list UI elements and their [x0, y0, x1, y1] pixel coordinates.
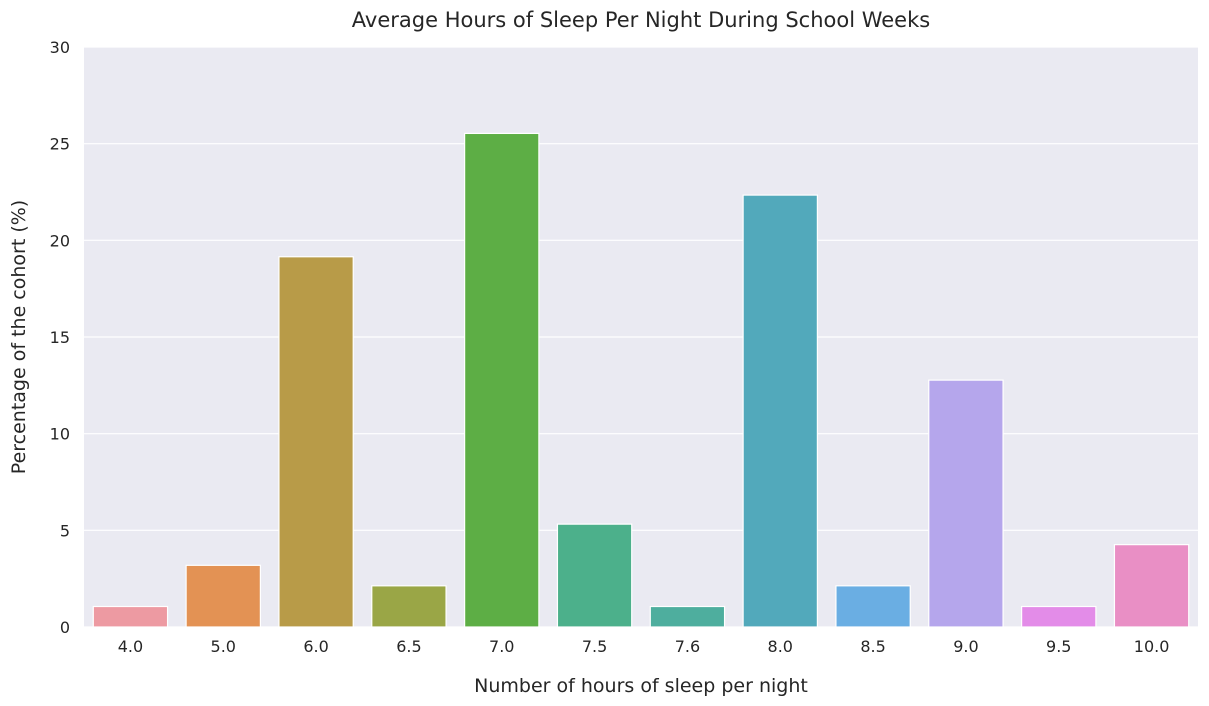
bar-7-6 [649, 605, 726, 628]
x-tick-label: 10.0 [1134, 637, 1170, 656]
x-tick-label: 9.0 [953, 637, 978, 656]
bar-9-5 [1021, 605, 1097, 628]
x-tick-label: 7.0 [489, 637, 514, 656]
x-tick-label: 9.5 [1046, 637, 1071, 656]
bars [92, 132, 1190, 628]
x-tick-label: 6.5 [396, 637, 421, 656]
x-tick-label: 7.6 [675, 637, 700, 656]
y-tick-label: 20 [50, 231, 70, 250]
bar-6-5 [371, 585, 447, 628]
bar-10-0 [1113, 544, 1190, 628]
gridlines [84, 46, 1198, 628]
y-tick-labels: 0 5 10 15 20 25 30 [50, 38, 70, 637]
bar-6-0 [278, 256, 354, 628]
x-tick-label: 4.0 [118, 637, 143, 656]
x-tick-label: 6.0 [303, 637, 328, 656]
y-tick-label: 30 [50, 38, 70, 57]
y-tick-label: 0 [60, 618, 70, 637]
x-tick-label: 8.0 [768, 637, 793, 656]
y-axis-label: Percentage of the cohort (%) [8, 200, 30, 474]
bar-9-0 [928, 379, 1004, 628]
bar-5-0 [185, 564, 261, 628]
bar-8-0 [742, 194, 818, 628]
x-tick-label: 7.5 [582, 637, 607, 656]
y-tick-label: 25 [50, 135, 70, 154]
bar-8-5 [835, 585, 911, 628]
x-tick-label: 5.0 [211, 637, 236, 656]
y-tick-label: 10 [50, 425, 70, 444]
bar-7-5 [556, 523, 633, 628]
x-tick-labels: 4.0 5.0 6.0 6.5 7.0 7.5 7.6 8.0 8.5 9.0 9.5 10.0 [118, 637, 1170, 656]
bar-7-0 [464, 132, 540, 628]
chart-title: Average Hours of Sleep Per Night During … [352, 8, 930, 32]
x-axis-label: Number of hours of sleep per night [474, 675, 808, 697]
y-tick-label: 15 [50, 328, 70, 347]
y-tick-label: 5 [60, 521, 70, 540]
bar-4-0 [92, 605, 169, 628]
x-tick-label: 8.5 [860, 637, 885, 656]
